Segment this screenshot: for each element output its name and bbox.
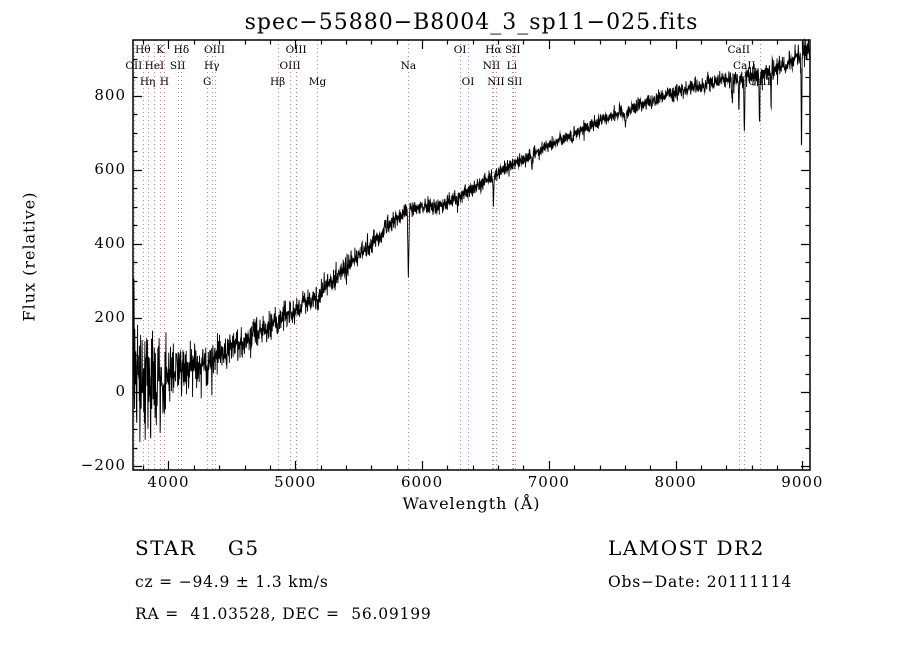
ra-dec-value: RA = 41.03528, DEC = 56.09199 (135, 605, 432, 623)
object-class-label: STAR G5 (135, 536, 260, 560)
y-axis-title: Flux (relative) (19, 191, 39, 322)
survey-label: LAMOST DR2 (608, 536, 765, 560)
chart-title: spec−55880−B8004_3_sp11−025.fits (244, 10, 699, 35)
x-axis-title: Wavelength (Å) (402, 494, 541, 513)
obs-date-value: Obs−Date: 20111114 (608, 573, 793, 591)
cz-value: cz = −94.9 ± 1.3 km/s (135, 573, 329, 591)
